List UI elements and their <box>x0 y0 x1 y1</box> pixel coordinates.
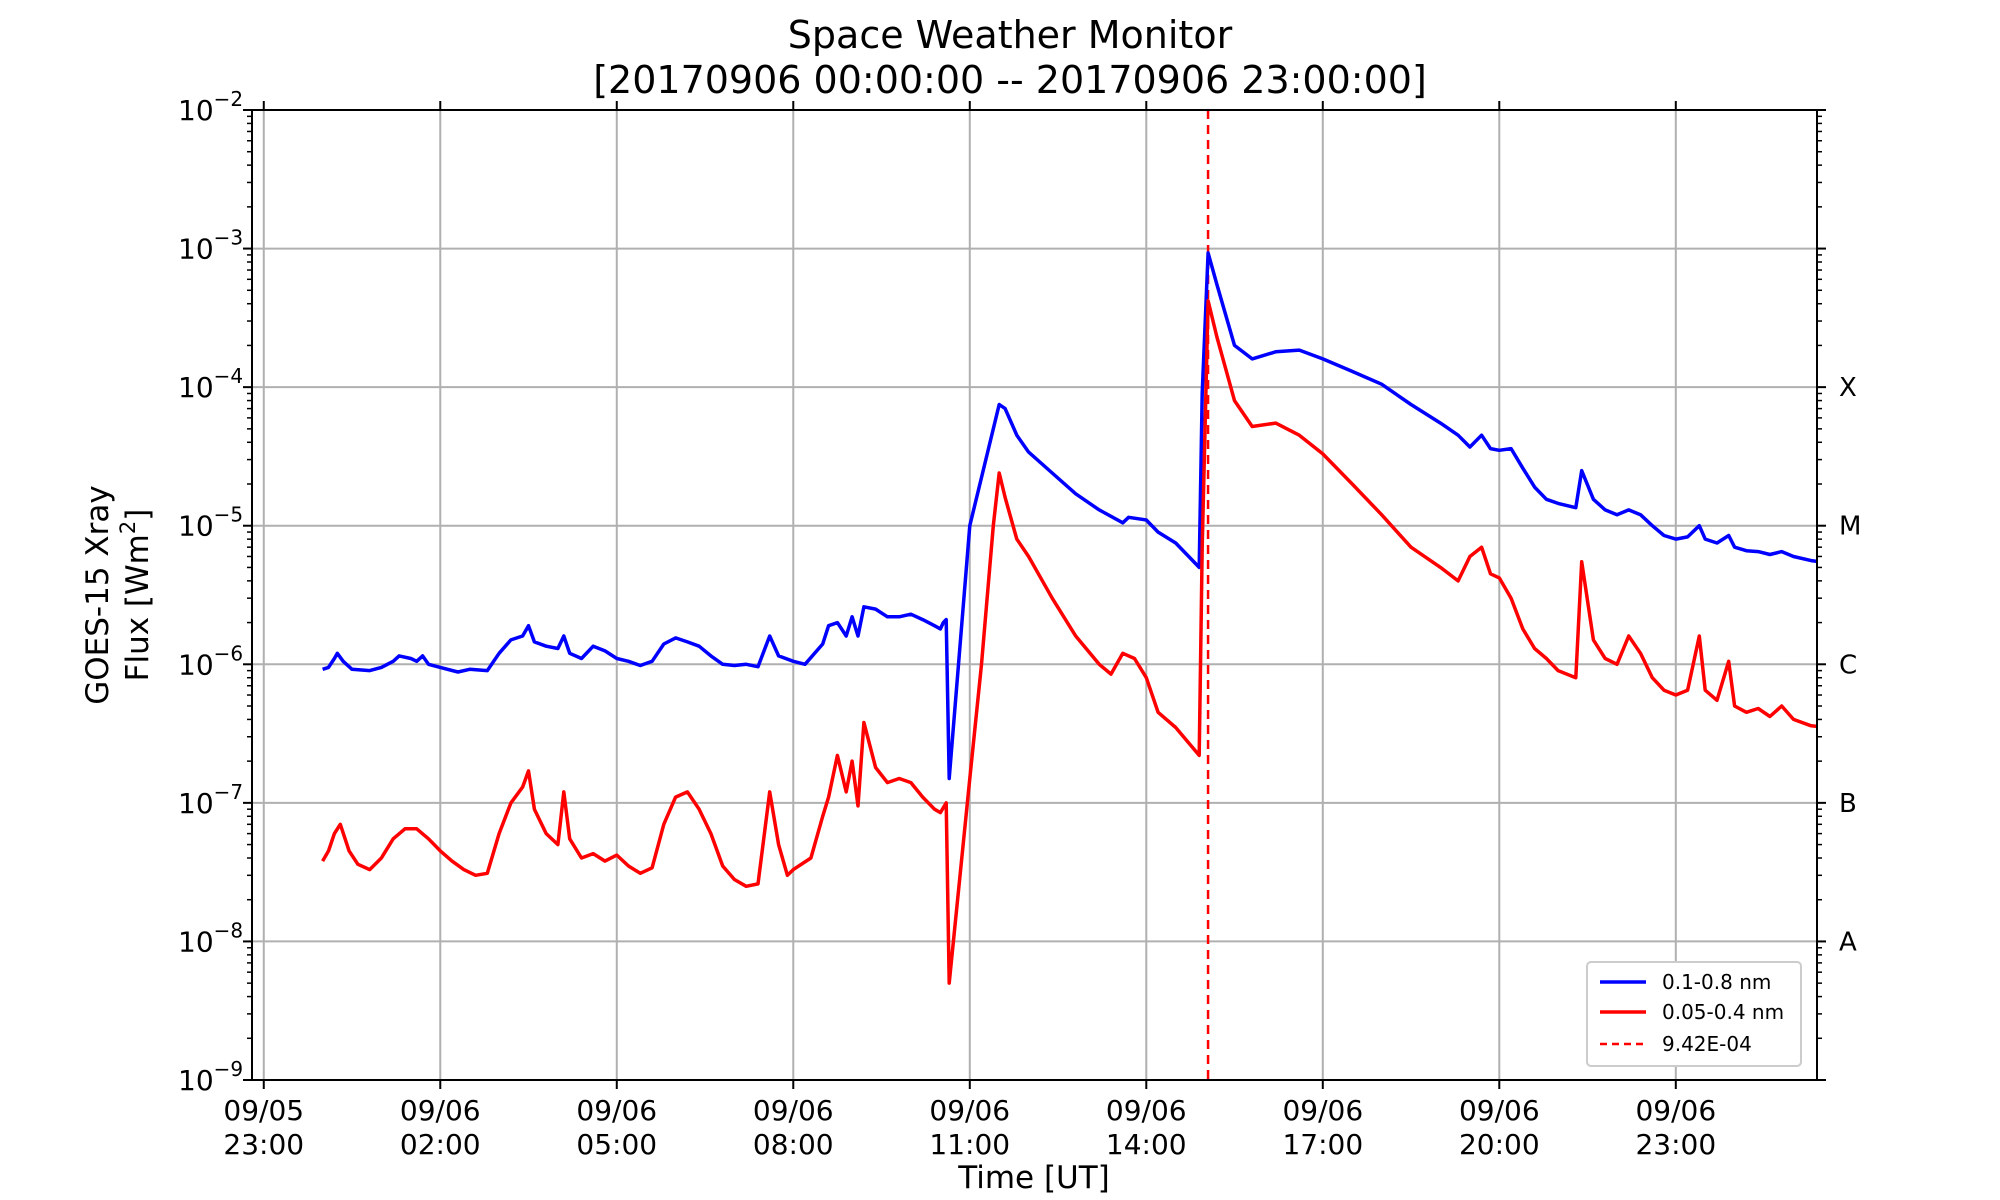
y-tick-base: 10 <box>178 371 214 404</box>
y-axis-label: GOES-15 Xray Flux [Wm2] <box>80 485 156 705</box>
flare-class-m: M <box>1839 512 1861 542</box>
y-tick-label: 10−8 <box>178 918 243 958</box>
series-layer <box>321 251 1817 985</box>
x-tick-date: 09/06 <box>576 1094 657 1127</box>
x-tick-date: 09/06 <box>400 1094 481 1127</box>
flare-class-a: A <box>1839 927 1857 957</box>
y-axis-label-unit: Flux [Wm <box>120 534 156 681</box>
plot-area-clip <box>321 251 1817 985</box>
y-tick-label: 10−7 <box>178 780 243 820</box>
legend-box <box>1586 961 1802 1067</box>
x-tick-time: 02:00 <box>400 1128 481 1161</box>
y-axis-label-line2: Flux [Wm2] <box>116 509 156 682</box>
y-tick-label: 10−2 <box>178 87 243 127</box>
y-tick-base: 10 <box>178 648 214 681</box>
x-tick-date: 09/06 <box>1635 1094 1716 1127</box>
x-tick-date: 09/06 <box>1459 1094 1540 1127</box>
y-tick-base: 10 <box>178 233 214 266</box>
y-tick-label: 10−6 <box>178 641 243 681</box>
x-tick-date: 09/06 <box>929 1094 1010 1127</box>
grid-lines <box>252 110 1817 1080</box>
flare-class-labels: A B C M X <box>1839 373 1861 957</box>
x-tick-time: 08:00 <box>753 1128 834 1161</box>
y-axis-label-close: ] <box>120 509 156 521</box>
y-axis-label-sup: 2 <box>116 521 140 534</box>
y-tick-label: 10−9 <box>178 1057 243 1097</box>
y-tick-base: 10 <box>178 787 214 820</box>
y-tick-base: 10 <box>178 1064 214 1097</box>
x-axis-label: Time [UT] <box>957 1160 1110 1196</box>
chart-subtitle: [20170906 00:00:00 -- 20170906 23:00:00] <box>593 58 1427 102</box>
x-tick-date: 09/06 <box>753 1094 834 1127</box>
x-tick-date: 09/05 <box>223 1094 304 1127</box>
y-tick-base: 10 <box>178 94 214 127</box>
plot-frame <box>251 109 1818 1081</box>
y-tick-label: 10−5 <box>178 503 243 543</box>
x-tick-date: 09/06 <box>1282 1094 1363 1127</box>
x-tick-time: 23:00 <box>223 1128 304 1161</box>
y-tick-exponent: −3 <box>214 226 243 250</box>
series-line-blue <box>322 251 1817 781</box>
y-axis-label-line1: GOES-15 Xray <box>80 485 116 705</box>
flare-class-c: C <box>1839 650 1857 680</box>
y-tick-exponent: −6 <box>214 641 243 665</box>
y-tick-exponent: −2 <box>214 87 243 111</box>
y-tick-exponent: −8 <box>214 918 243 942</box>
y-tick-exponent: −7 <box>214 780 243 804</box>
legend: 0.1-0.8 nm 0.05-0.4 nm 9.42E-04 <box>1586 961 1802 1067</box>
y-tick-exponent: −5 <box>214 503 243 527</box>
y-tick-base: 10 <box>178 510 214 543</box>
x-tick-time: 23:00 <box>1635 1128 1716 1161</box>
y-tick-label: 10−3 <box>178 226 243 266</box>
legend-label-blue: 0.1-0.8 nm <box>1662 970 1771 994</box>
y-tick-label: 10−4 <box>178 364 243 404</box>
series-line-red <box>321 299 1817 985</box>
x-tick-date: 09/06 <box>1106 1094 1187 1127</box>
chart-title: Space Weather Monitor <box>788 13 1233 57</box>
x-tick-time: 20:00 <box>1459 1128 1540 1161</box>
x-tick-time: 14:00 <box>1106 1128 1187 1161</box>
x-tick-time: 05:00 <box>576 1128 657 1161</box>
y-tick-exponent: −4 <box>214 364 243 388</box>
legend-label-dashed: 9.42E-04 <box>1662 1032 1752 1056</box>
flare-class-x: X <box>1839 373 1857 403</box>
x-tick-time: 17:00 <box>1282 1128 1363 1161</box>
x-tick-time: 11:00 <box>929 1128 1010 1161</box>
legend-label-red: 0.05-0.4 nm <box>1662 1000 1784 1024</box>
y-tick-base: 10 <box>178 925 214 958</box>
y-tick-exponent: −9 <box>214 1057 243 1081</box>
flare-class-b: B <box>1839 789 1857 819</box>
tick-layer: 10−910−810−710−610−510−410−310−209/0523:… <box>178 87 1826 1161</box>
